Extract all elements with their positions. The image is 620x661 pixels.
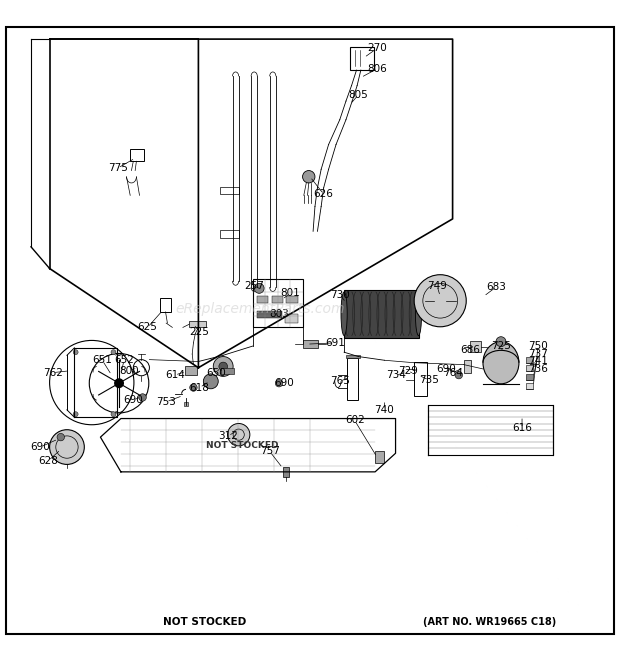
Bar: [464, 360, 471, 373]
Text: 690: 690: [436, 364, 456, 374]
Text: 740: 740: [374, 405, 394, 415]
Text: eReplacementParts.com: eReplacementParts.com: [175, 302, 345, 316]
Circle shape: [73, 350, 78, 355]
Bar: [347, 358, 358, 400]
Text: 225: 225: [190, 327, 210, 336]
Circle shape: [213, 356, 233, 376]
Text: 736: 736: [528, 364, 548, 374]
Circle shape: [254, 284, 264, 293]
Bar: [344, 290, 418, 338]
Circle shape: [455, 371, 463, 379]
Bar: [283, 467, 289, 477]
Text: 616: 616: [512, 424, 532, 434]
Text: 801: 801: [280, 288, 300, 298]
Text: NOT STOCKED: NOT STOCKED: [206, 441, 278, 449]
Text: 690: 690: [123, 395, 143, 405]
Text: 729: 729: [398, 366, 418, 376]
Text: 312: 312: [218, 431, 238, 441]
Circle shape: [114, 378, 124, 388]
Bar: [184, 403, 188, 406]
Text: 775: 775: [108, 163, 128, 173]
Text: 625: 625: [138, 323, 157, 332]
Bar: [526, 374, 533, 380]
Text: 652: 652: [114, 355, 134, 366]
Bar: [257, 311, 282, 318]
Bar: [130, 149, 144, 161]
Circle shape: [219, 362, 228, 371]
Circle shape: [203, 374, 218, 389]
Text: (ART NO. WR19665 C18): (ART NO. WR19665 C18): [423, 617, 556, 627]
Text: 690: 690: [30, 442, 50, 452]
Text: 757: 757: [260, 446, 280, 456]
Circle shape: [50, 430, 84, 465]
Text: 691: 691: [325, 338, 345, 348]
Bar: [189, 321, 206, 327]
Text: 690: 690: [274, 378, 294, 388]
Text: 730: 730: [330, 290, 350, 299]
Circle shape: [73, 412, 78, 416]
Text: 270: 270: [367, 44, 387, 54]
Text: 686: 686: [460, 345, 480, 356]
Ellipse shape: [483, 342, 519, 384]
Bar: [375, 451, 384, 463]
Bar: [220, 230, 239, 237]
Circle shape: [139, 394, 146, 401]
Ellipse shape: [341, 292, 347, 336]
Text: 257: 257: [244, 281, 264, 291]
Text: 753: 753: [156, 397, 176, 407]
Text: NOT STOCKED: NOT STOCKED: [163, 617, 246, 627]
Circle shape: [303, 171, 315, 183]
Text: 806: 806: [367, 64, 387, 74]
Bar: [160, 298, 171, 312]
Bar: [526, 356, 533, 363]
Circle shape: [275, 379, 283, 387]
Bar: [470, 341, 481, 352]
Text: 618: 618: [190, 383, 210, 393]
Text: 765: 765: [330, 376, 350, 386]
Text: 735: 735: [419, 375, 439, 385]
Text: 764: 764: [443, 368, 463, 377]
Text: 602: 602: [345, 415, 365, 426]
Text: 750: 750: [528, 341, 548, 351]
Text: 734: 734: [386, 370, 405, 380]
Circle shape: [190, 384, 197, 391]
Bar: [303, 340, 318, 348]
Circle shape: [414, 275, 466, 327]
Text: 628: 628: [38, 455, 58, 466]
Text: 725: 725: [491, 341, 511, 351]
Text: 805: 805: [348, 90, 368, 100]
Bar: [526, 366, 533, 371]
Ellipse shape: [415, 292, 422, 336]
Text: 741: 741: [528, 356, 548, 366]
Text: 800: 800: [119, 366, 139, 376]
Circle shape: [111, 412, 116, 416]
Text: 803: 803: [269, 309, 289, 319]
Bar: [253, 279, 303, 327]
Text: 651: 651: [92, 355, 112, 366]
Text: 683: 683: [486, 282, 506, 292]
Circle shape: [57, 434, 64, 441]
Bar: [272, 296, 283, 303]
Bar: [285, 314, 298, 323]
Text: 614: 614: [165, 370, 185, 380]
Bar: [221, 368, 234, 374]
Text: 762: 762: [43, 368, 63, 377]
Bar: [185, 366, 197, 375]
Circle shape: [111, 350, 116, 355]
Bar: [220, 186, 239, 194]
Bar: [414, 362, 427, 395]
Text: 650: 650: [206, 368, 226, 377]
Text: 749: 749: [427, 281, 447, 291]
Bar: [286, 296, 298, 303]
Text: 626: 626: [314, 189, 334, 199]
Circle shape: [496, 336, 506, 346]
Bar: [257, 296, 268, 303]
Bar: [346, 355, 360, 358]
Bar: [526, 383, 533, 389]
Text: 737: 737: [528, 349, 548, 359]
Bar: [350, 46, 374, 70]
Circle shape: [228, 424, 250, 446]
